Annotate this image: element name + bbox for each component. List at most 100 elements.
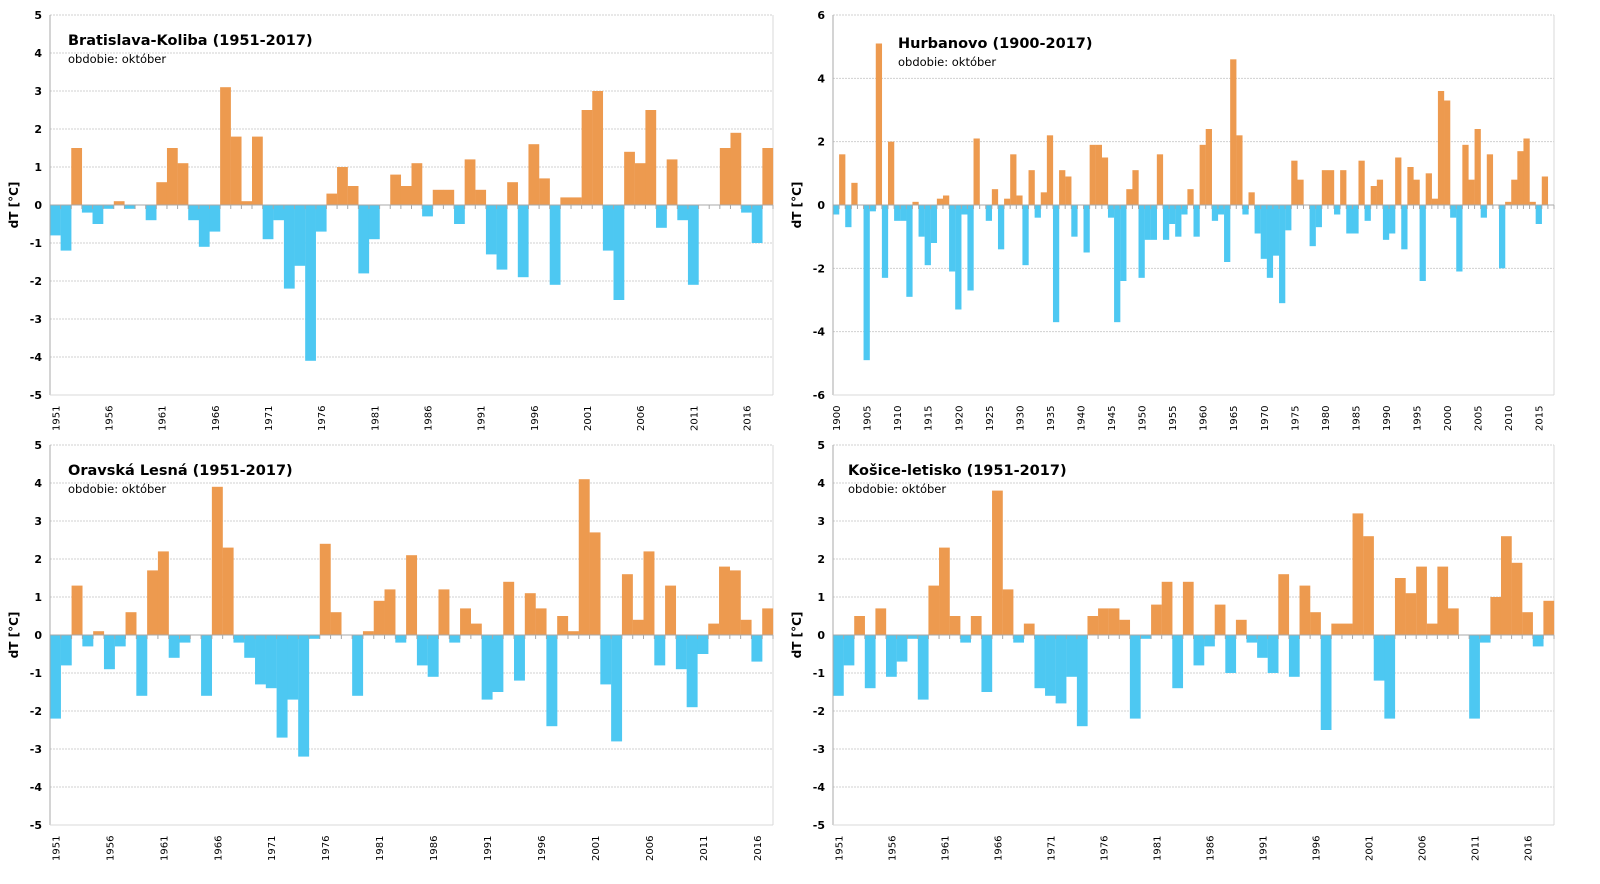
- bar-1960: [145, 205, 157, 221]
- bar-2012: [1517, 151, 1524, 205]
- bar-2007: [1426, 623, 1438, 635]
- bar-1978: [1309, 205, 1316, 247]
- bar-1931: [1022, 205, 1029, 266]
- bar-1958: [1187, 189, 1194, 205]
- bar-2007: [1486, 154, 1494, 205]
- bar-1970: [252, 136, 263, 205]
- bar-1971: [1045, 635, 1056, 696]
- bar-1961: [157, 551, 169, 635]
- bar-1966: [1236, 135, 1243, 205]
- bar-1996: [535, 608, 547, 635]
- chart-svg: -5 -4 -3 -2 -1 0 1 2 3 4 5 1951 1956 1961 1966 1971 1976…: [7, 9, 774, 431]
- bar-1944: [1101, 157, 1109, 205]
- bar-1984: [406, 555, 418, 635]
- y-tick-label: -4: [30, 351, 43, 364]
- bar-1980: [1140, 635, 1152, 639]
- x-tick-label: 1905: [863, 406, 874, 431]
- bar-2014: [729, 570, 741, 635]
- bar-1951: [1144, 205, 1151, 240]
- x-tick-label: 1981: [370, 406, 381, 431]
- y-tick-label: -5: [813, 819, 825, 832]
- bar-2003: [602, 205, 614, 251]
- bar-2003: [1462, 144, 1469, 205]
- bar-2011: [697, 635, 709, 654]
- bar-2012: [708, 623, 720, 635]
- bar-1953: [854, 616, 865, 635]
- bar-1999: [1437, 91, 1445, 205]
- bar-2006: [643, 551, 655, 635]
- bar-1902: [845, 205, 852, 228]
- bar-1982: [1161, 581, 1173, 635]
- bar-1971: [265, 635, 277, 689]
- x-tick-label: 2015: [1535, 406, 1546, 431]
- bar-1976: [1098, 608, 1109, 635]
- x-tick-label: 1951: [834, 836, 845, 861]
- y-tick-label: -2: [30, 275, 42, 288]
- bar-1953: [71, 148, 83, 205]
- x-tick-label: 2016: [753, 836, 764, 861]
- bar-2002: [600, 635, 612, 685]
- bar-2018: [1543, 600, 1555, 635]
- y-tick-label: 2: [817, 136, 825, 149]
- bar-2009: [666, 159, 678, 205]
- bar-1974: [1285, 205, 1292, 231]
- chart-svg: -5 -4 -3 -2 -1 0 1 2 3 4 5 1951 1956 1961 1966 1971 1976…: [790, 439, 1555, 861]
- bar-1982: [384, 589, 396, 635]
- bar-1932: [1028, 170, 1035, 205]
- bar-1964: [970, 616, 982, 635]
- bar-1970: [1034, 635, 1046, 689]
- bar-1975: [1087, 616, 1099, 635]
- bar-1959: [136, 635, 148, 696]
- bar-1950: [1138, 205, 1145, 278]
- bar-1951: [50, 205, 61, 236]
- x-tick-label: 1910: [893, 406, 904, 431]
- bar-2002: [1456, 205, 1463, 272]
- bar-1958: [907, 635, 918, 639]
- x-tick-label: 1956: [105, 836, 116, 861]
- bar-1987: [438, 589, 450, 635]
- x-tick-label: 1960: [1199, 406, 1210, 431]
- y-tick-label: -6: [813, 389, 826, 402]
- bar-1961: [939, 547, 950, 635]
- bar-2018: [762, 148, 774, 205]
- bar-1991: [1389, 205, 1396, 234]
- bar-1975: [1291, 160, 1298, 205]
- x-tick-label: 1986: [1205, 836, 1216, 861]
- bar-1966: [209, 205, 221, 232]
- bar-2006: [634, 163, 646, 205]
- bar-1999: [1341, 623, 1353, 635]
- y-tick-label: 5: [817, 439, 825, 452]
- bar-1981: [1151, 604, 1162, 635]
- bar-1973: [283, 205, 295, 289]
- x-tick-label: 1976: [321, 836, 332, 861]
- bar-1990: [470, 623, 482, 635]
- x-tick-label: 1981: [375, 836, 386, 861]
- bar-1951: [833, 635, 844, 696]
- bar-1986: [422, 205, 433, 217]
- bar-1999: [567, 631, 579, 635]
- bar-1997: [539, 178, 550, 205]
- x-tick-label: 1976: [317, 406, 328, 431]
- chart-svg: -6 -4 -2 0 2 4 6 1900 1905 1910 1915 1920 1925 1930 19…: [790, 9, 1555, 431]
- x-tick-label: 1991: [483, 836, 494, 861]
- x-tick-label: 1961: [158, 406, 169, 431]
- x-tick-label: 2010: [1504, 406, 1515, 431]
- bar-1995: [524, 593, 536, 635]
- x-tick-label: 1971: [264, 406, 275, 431]
- bar-2001: [581, 110, 593, 205]
- bar-1967: [1002, 589, 1014, 635]
- bar-1995: [517, 205, 529, 278]
- bar-1948: [1126, 189, 1133, 205]
- bar-1980: [362, 631, 374, 635]
- y-tick-label: 4: [34, 47, 42, 60]
- y-tick-label: 0: [34, 629, 42, 642]
- bar-1986: [1358, 160, 1365, 205]
- x-tick-label: 1935: [1046, 406, 1057, 431]
- x-tick-label: 1995: [1413, 406, 1424, 431]
- bar-2007: [645, 110, 657, 205]
- bar-1975: [308, 635, 320, 639]
- bar-1974: [294, 205, 306, 266]
- bar-1985: [416, 635, 428, 666]
- bar-1968: [230, 136, 242, 205]
- x-tick-label: 1996: [537, 836, 548, 861]
